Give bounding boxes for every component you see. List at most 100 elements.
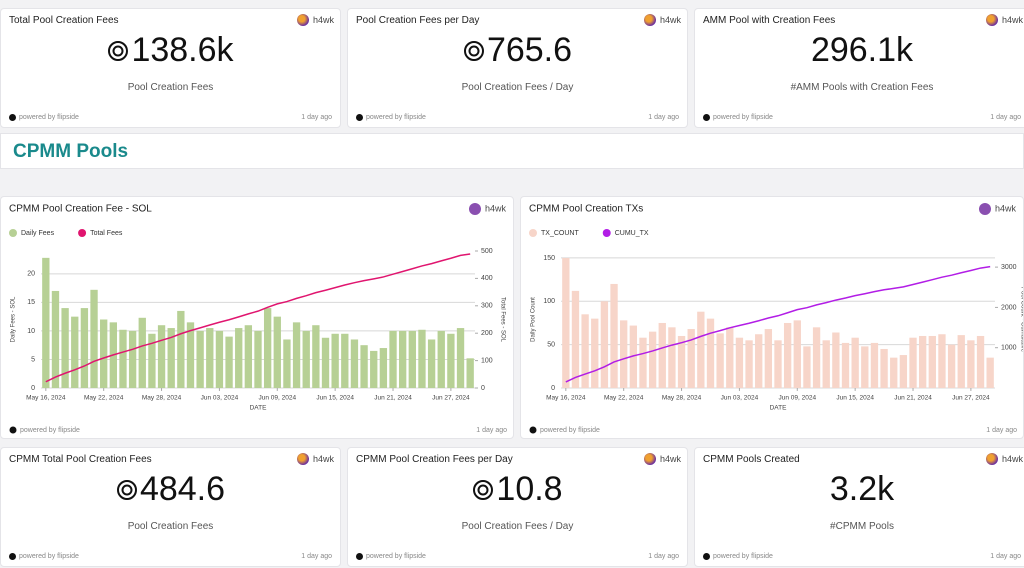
- section-title: CPMM Pools: [13, 141, 129, 162]
- bar: [263, 308, 272, 388]
- avatar: [296, 14, 309, 26]
- x-tick-label: May 28, 2024: [142, 395, 182, 402]
- updated-time: 1 day ago: [648, 114, 679, 121]
- bar: [244, 325, 253, 388]
- bar: [967, 340, 975, 388]
- bar: [745, 340, 753, 388]
- y2-axis-title: Total Fees - SOL: [499, 297, 505, 343]
- bar: [437, 330, 445, 388]
- bar: [119, 329, 127, 388]
- legend-label: TX_COUNT: [541, 230, 579, 237]
- stat-card: CPMM Total Pool Creation Fees h4wk 484.6 Po…: [0, 447, 341, 567]
- x-tick-label: Jun 27, 2024: [952, 395, 990, 402]
- bar: [706, 318, 715, 388]
- author-name: h4wk: [1001, 454, 1023, 464]
- bar: [360, 345, 368, 388]
- bar: [677, 335, 686, 388]
- flipside-logo: [703, 114, 710, 121]
- author-name: h4wk: [485, 203, 507, 213]
- card-author: h4wk: [985, 14, 1023, 26]
- updated-time: 1 day ago: [476, 427, 507, 434]
- y2-tick-label: 2000: [1001, 304, 1017, 311]
- stat-number: 484.6: [139, 470, 226, 508]
- bar: [909, 337, 917, 388]
- bar: [206, 328, 214, 388]
- x-tick-label: May 28, 2024: [662, 395, 702, 402]
- x-tick-label: Jun 21, 2024: [894, 395, 932, 402]
- bar: [986, 357, 994, 388]
- powered-by: powered by flipside: [540, 427, 600, 434]
- bar: [648, 331, 657, 388]
- bar: [822, 340, 830, 388]
- stat-value: 296.1k: [695, 31, 1024, 70]
- bar: [938, 334, 946, 388]
- stat-card: Total Pool Creation Fees h4wk 138.6k Pool C…: [0, 8, 341, 128]
- x-tick-label: May 16, 2024: [546, 395, 586, 402]
- bar: [177, 310, 185, 388]
- x-tick-label: Jun 03, 2024: [201, 395, 239, 402]
- bar: [832, 332, 840, 388]
- bar: [157, 325, 166, 388]
- bar: [610, 283, 618, 388]
- stat-number: 765.6: [486, 31, 573, 69]
- bar: [389, 330, 397, 388]
- bar: [716, 333, 724, 388]
- line: [45, 253, 471, 383]
- powered-by: powered by flipside: [713, 553, 773, 560]
- bar: [735, 337, 744, 388]
- legend-marker: [78, 229, 87, 237]
- stat-number: 10.8: [496, 470, 563, 508]
- x-tick-label: Jun 09, 2024: [778, 395, 816, 402]
- chart-card: CPMM Pool Creation TXs h4wk TX_COUNT CUMU_T…: [520, 196, 1024, 439]
- bar: [302, 330, 310, 388]
- x-tick-label: Jun 09, 2024: [258, 395, 296, 402]
- author-name: h4wk: [659, 15, 681, 25]
- author-name: h4wk: [1001, 15, 1023, 25]
- bar: [591, 318, 599, 388]
- updated-time: 1 day ago: [990, 553, 1021, 560]
- bar: [186, 322, 195, 388]
- card-title: CPMM Pool Creation Fees per Day: [356, 454, 513, 465]
- x-tick-label: May 22, 2024: [604, 395, 644, 402]
- stat-number: 3.2k: [829, 470, 895, 508]
- legend-marker: [9, 229, 17, 237]
- flipside-logo: [356, 114, 363, 121]
- updated-time: 1 day ago: [301, 553, 332, 560]
- card-title: Pool Creation Fees per Day: [356, 15, 480, 26]
- bar: [793, 320, 801, 388]
- card-author: h4wk: [296, 14, 334, 26]
- bar: [600, 301, 609, 388]
- card-title: AMM Pool with Creation Fees: [703, 15, 836, 26]
- chart-title: CPMM Pool Creation Fee - SOL: [9, 204, 152, 215]
- flipside-logo: [529, 426, 537, 434]
- legend-label: Daily Fees: [21, 230, 55, 237]
- bar: [167, 328, 175, 388]
- x-axis-title: DATE: [250, 405, 268, 412]
- bar: [687, 329, 695, 388]
- legend-marker: [529, 229, 537, 237]
- chart: CPMM Pool Creation Fee - SOL h4wk Daily Fe…: [9, 203, 507, 434]
- updated-time: 1 day ago: [990, 114, 1021, 121]
- stat-value: 138.6k: [1, 31, 340, 70]
- bar: [42, 257, 50, 388]
- y2-tick-label: 0: [481, 385, 485, 392]
- card-footer: powered by flipside: [9, 553, 79, 560]
- card-title: CPMM Pools Created: [703, 454, 800, 465]
- bar: [870, 342, 879, 388]
- stat-label: #AMM Pools with Creation Fees: [790, 82, 934, 93]
- y2-tick-label: 400: [481, 275, 493, 282]
- bar: [947, 344, 956, 388]
- card-author: h4wk: [643, 453, 681, 465]
- card-footer: powered by flipside: [356, 553, 426, 560]
- card-footer: powered by flipside: [703, 114, 773, 121]
- card-footer: powered by flipside: [356, 114, 426, 121]
- bar: [764, 329, 773, 388]
- powered-by: powered by flipside: [19, 553, 79, 560]
- author-name: h4wk: [995, 203, 1017, 213]
- stat-card: Pool Creation Fees per Day h4wk 765.6 Pool …: [347, 8, 688, 128]
- y2-tick-label: 1000: [1001, 345, 1017, 352]
- y-tick-label: 150: [543, 255, 555, 262]
- powered-by: powered by flipside: [366, 114, 426, 121]
- bar: [639, 337, 647, 388]
